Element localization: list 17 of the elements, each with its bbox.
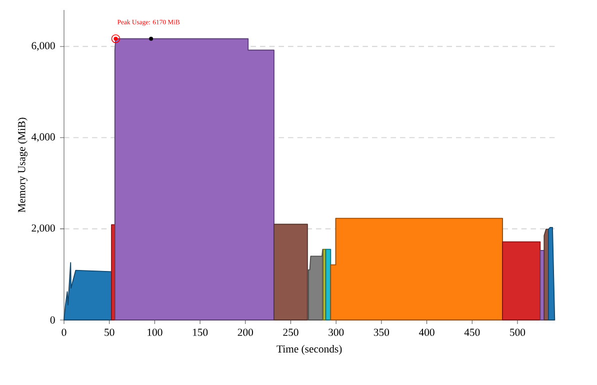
y-axis-title: Memory Usage (MiB) xyxy=(18,118,28,212)
x-axis-title: Time (seconds) xyxy=(276,345,342,355)
x-tick-label: 150 xyxy=(192,328,208,336)
x-tick-label: 100 xyxy=(148,328,162,336)
y-tick-label: 2,000 xyxy=(32,224,55,234)
x-tick-label: 250 xyxy=(283,328,298,336)
x-tick-label: 400 xyxy=(418,328,434,336)
x-tick-label: 50 xyxy=(104,328,114,336)
x-tick-label: 450 xyxy=(464,328,480,336)
x-tick-label: 300 xyxy=(328,328,344,336)
x-tick-label: 0 xyxy=(62,328,66,336)
y-tick-label: 4,000 xyxy=(32,133,55,142)
y-tick-label: 6,000 xyxy=(32,42,55,51)
x-tick-label: 200 xyxy=(238,328,253,336)
y-tick-label: 0 xyxy=(50,316,55,324)
x-tick-label: 500 xyxy=(510,328,526,336)
x-tick-label: 350 xyxy=(374,328,390,336)
